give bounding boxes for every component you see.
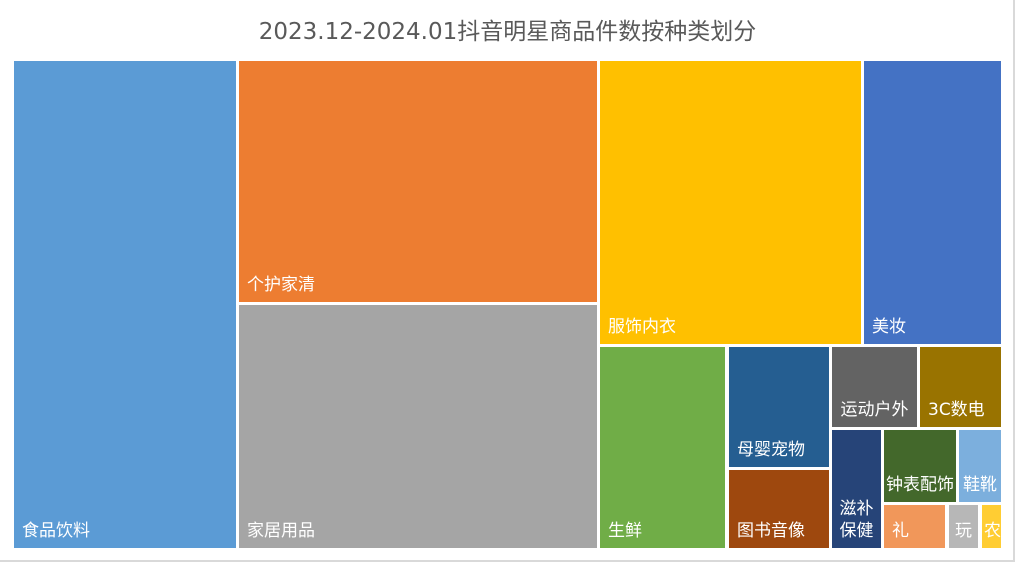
cell-label: 家居用品 bbox=[247, 520, 315, 541]
cell-label: 钟表配饰 bbox=[886, 474, 954, 495]
cell-home-goods[interactable]: 家居用品 bbox=[239, 305, 597, 548]
cell-shoes[interactable]: 鞋靴 bbox=[959, 430, 1001, 502]
cell-fresh-food[interactable]: 生鲜 bbox=[600, 347, 725, 548]
cell-label: 玩 bbox=[955, 520, 972, 541]
cell-label: 农 bbox=[984, 520, 1001, 541]
cell-label: 3C数电 bbox=[928, 399, 985, 420]
chart-title: 2023.12-2024.01抖音明星商品件数按种类划分 bbox=[258, 19, 757, 45]
cell-apparel[interactable]: 服饰内衣 bbox=[600, 61, 861, 344]
cell-label: 个护家清 bbox=[247, 274, 315, 295]
cell-health-supplements[interactable]: 滋补保健 bbox=[832, 430, 881, 548]
cell-label: 生鲜 bbox=[608, 520, 642, 541]
cell-agriculture[interactable]: 农 bbox=[982, 505, 1001, 548]
cell-label: 美妆 bbox=[872, 316, 906, 337]
cell-personal-care[interactable]: 个护家清 bbox=[239, 61, 597, 302]
cell-gifts[interactable]: 礼 bbox=[884, 505, 945, 548]
cell-label: 礼 bbox=[892, 520, 909, 541]
cell-label: 运动户外 bbox=[840, 399, 909, 420]
cell-label: 鞋靴 bbox=[963, 474, 997, 495]
cell-toys[interactable]: 玩 bbox=[949, 505, 978, 548]
cell-label: 滋补保健 bbox=[839, 498, 874, 541]
cell-food-beverage[interactable]: 食品饮料 bbox=[14, 61, 236, 548]
cell-sports-outdoor[interactable]: 运动户外 bbox=[832, 347, 917, 427]
cell-label: 服饰内衣 bbox=[608, 316, 676, 337]
cell-beauty[interactable]: 美妆 bbox=[864, 61, 1001, 344]
cell-label: 母婴宠物 bbox=[737, 439, 805, 460]
cell-label: 食品饮料 bbox=[22, 520, 90, 541]
cell-mother-baby-pet[interactable]: 母婴宠物 bbox=[729, 347, 829, 467]
cell-3c-electronics[interactable]: 3C数电 bbox=[920, 347, 1001, 427]
cell-label: 图书音像 bbox=[737, 520, 805, 541]
cell-watches-accessories[interactable]: 钟表配饰 bbox=[884, 430, 956, 502]
cell-books-media[interactable]: 图书音像 bbox=[729, 470, 829, 548]
